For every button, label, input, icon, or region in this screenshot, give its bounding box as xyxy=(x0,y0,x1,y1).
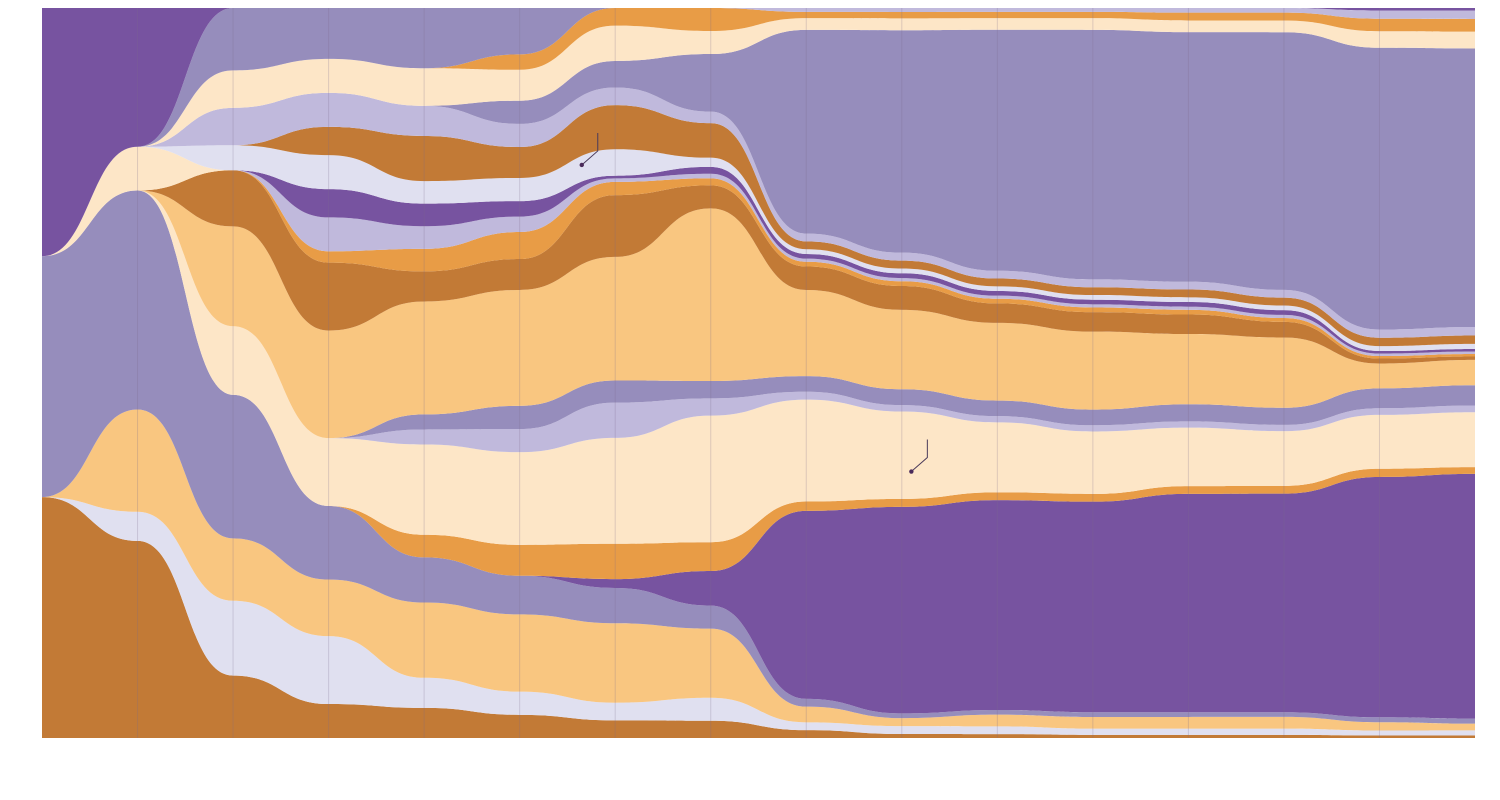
stream-band-2 xyxy=(42,497,1475,736)
stream-band-4 xyxy=(42,190,1475,724)
stream-band-19 xyxy=(42,29,1475,330)
stream-bands xyxy=(42,8,1475,738)
stream-band-3 xyxy=(42,409,1475,731)
stream-band-10 xyxy=(42,190,1475,439)
callout-leader-1 xyxy=(581,132,599,166)
stream-band-15 xyxy=(42,146,1475,352)
callout-dot-2 xyxy=(909,469,914,474)
stream-band-8 xyxy=(42,190,1475,453)
stream-band-7 xyxy=(42,190,1475,545)
callout-leader-2 xyxy=(911,439,928,472)
stream-band-18 xyxy=(42,87,1475,338)
annotation-callouts xyxy=(579,132,928,474)
stream-band-17 xyxy=(42,105,1475,347)
stream-band-1 xyxy=(42,497,1475,738)
stream-band-14 xyxy=(42,166,1475,354)
stream-band-5 xyxy=(42,190,1475,719)
callout-dot-1 xyxy=(579,162,584,168)
stream-band-12 xyxy=(42,170,1475,359)
vertical-gridlines xyxy=(137,8,1380,738)
stream-band-9 xyxy=(42,190,1475,439)
stream-band-20 xyxy=(42,18,1475,257)
stream-band-16 xyxy=(42,145,1475,352)
stream-band-24 xyxy=(42,8,1475,257)
stream-band-11 xyxy=(42,170,1475,364)
